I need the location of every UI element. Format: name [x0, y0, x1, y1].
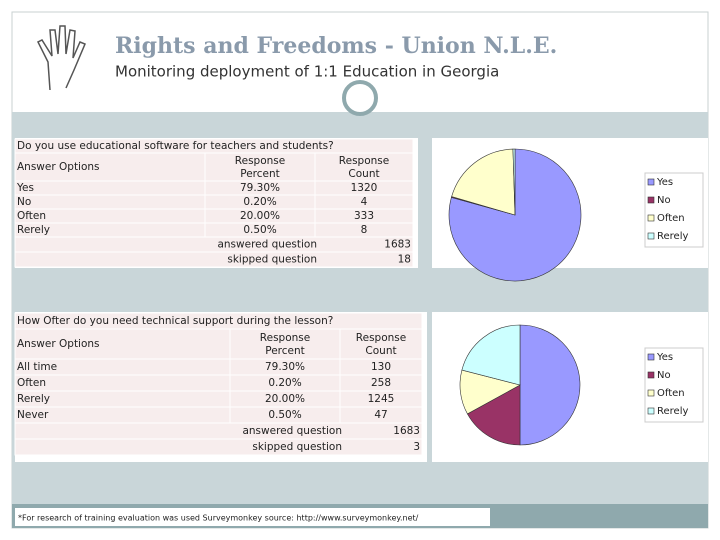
row-label: Rerely	[17, 393, 50, 405]
legend-swatch	[647, 353, 655, 361]
summary-value: 1683	[393, 425, 420, 437]
footer-panel	[15, 508, 490, 526]
row-label: Yes	[16, 182, 34, 194]
summary-value: 18	[398, 254, 411, 266]
table-cell	[14, 374, 231, 392]
table-value: 333	[354, 210, 374, 222]
legend-swatch	[647, 196, 655, 204]
legend-box	[644, 172, 704, 248]
table-question: Do you use educational software for teac…	[17, 140, 334, 152]
table-value: 130	[371, 361, 391, 373]
table-cell	[14, 194, 206, 210]
table-cell	[14, 251, 414, 268]
hand-icon	[36, 25, 86, 91]
legend-swatch	[647, 371, 655, 379]
legend-swatch	[647, 178, 655, 186]
header-circle	[342, 80, 378, 116]
summary-label: skipped question	[252, 441, 342, 453]
table-cell	[14, 422, 423, 440]
summary-value: 1683	[384, 239, 411, 251]
summary-label: skipped question	[227, 254, 317, 266]
column-header: Answer Options	[17, 338, 100, 350]
column-header: Response Percent	[260, 332, 310, 357]
table-value: 20.00%	[240, 210, 280, 222]
pie-slice	[451, 148, 516, 216]
row-label: Rerely	[17, 224, 50, 236]
legend-label: No	[657, 195, 671, 206]
table-value: 1320	[351, 182, 378, 194]
column-header: Answer Options	[17, 161, 100, 173]
legend-label: Often	[657, 388, 685, 399]
table-cell	[14, 152, 206, 182]
table-question: How Ofter do you need technical support …	[17, 315, 333, 327]
legend-swatch	[647, 214, 655, 222]
column-header: Response Count	[339, 155, 389, 180]
legend-label: No	[657, 370, 671, 381]
summary-label: answered question	[242, 425, 342, 437]
pie-slice	[519, 324, 581, 446]
table-cell	[229, 328, 341, 360]
table-cell	[14, 236, 414, 253]
row-label: All time	[17, 361, 57, 373]
legend-label: Rerely	[657, 231, 688, 242]
table-value: 20.00%	[265, 393, 305, 405]
legend-label: Rerely	[657, 406, 688, 417]
table-value: 1245	[368, 393, 395, 405]
table-cell	[339, 328, 423, 360]
table-cell	[14, 438, 423, 456]
table-value: 0.20%	[268, 377, 301, 389]
table-value: 79.30%	[265, 361, 305, 373]
row-label: Often	[17, 210, 46, 222]
pie-slice	[512, 148, 516, 216]
footer-note: *For research of training evaluation was…	[18, 514, 419, 523]
table-value: 0.50%	[243, 224, 276, 236]
table-value: 258	[371, 377, 391, 389]
legend-swatch	[647, 407, 655, 415]
legend-label: Yes	[656, 177, 673, 188]
column-header: Response Count	[356, 332, 406, 357]
legend-swatch	[647, 232, 655, 240]
subtitle: Monitoring deployment of 1:1 Education i…	[115, 63, 499, 81]
table-cell	[14, 180, 206, 196]
legend-swatch	[647, 389, 655, 397]
row-label: No	[17, 196, 31, 208]
summary-value: 3	[413, 441, 420, 453]
table-value: 8	[361, 224, 368, 236]
row-label: Never	[17, 409, 49, 421]
pie-slice	[467, 384, 521, 446]
summary-label: answered question	[217, 239, 317, 251]
table-value: 0.20%	[243, 196, 276, 208]
table-cell	[14, 328, 231, 360]
column-header: Response Percent	[235, 155, 285, 180]
row-label: Often	[17, 377, 46, 389]
table-value: 0.50%	[268, 409, 301, 421]
table-value: 47	[374, 409, 387, 421]
title: Rights and Freedoms - Union N.L.E.	[115, 33, 557, 59]
table-value: 79.30%	[240, 182, 280, 194]
legend-label: Often	[657, 213, 685, 224]
legend-box	[644, 347, 704, 423]
table-value: 4	[361, 196, 368, 208]
pie-slice	[461, 324, 521, 386]
legend-label: Yes	[656, 352, 673, 363]
